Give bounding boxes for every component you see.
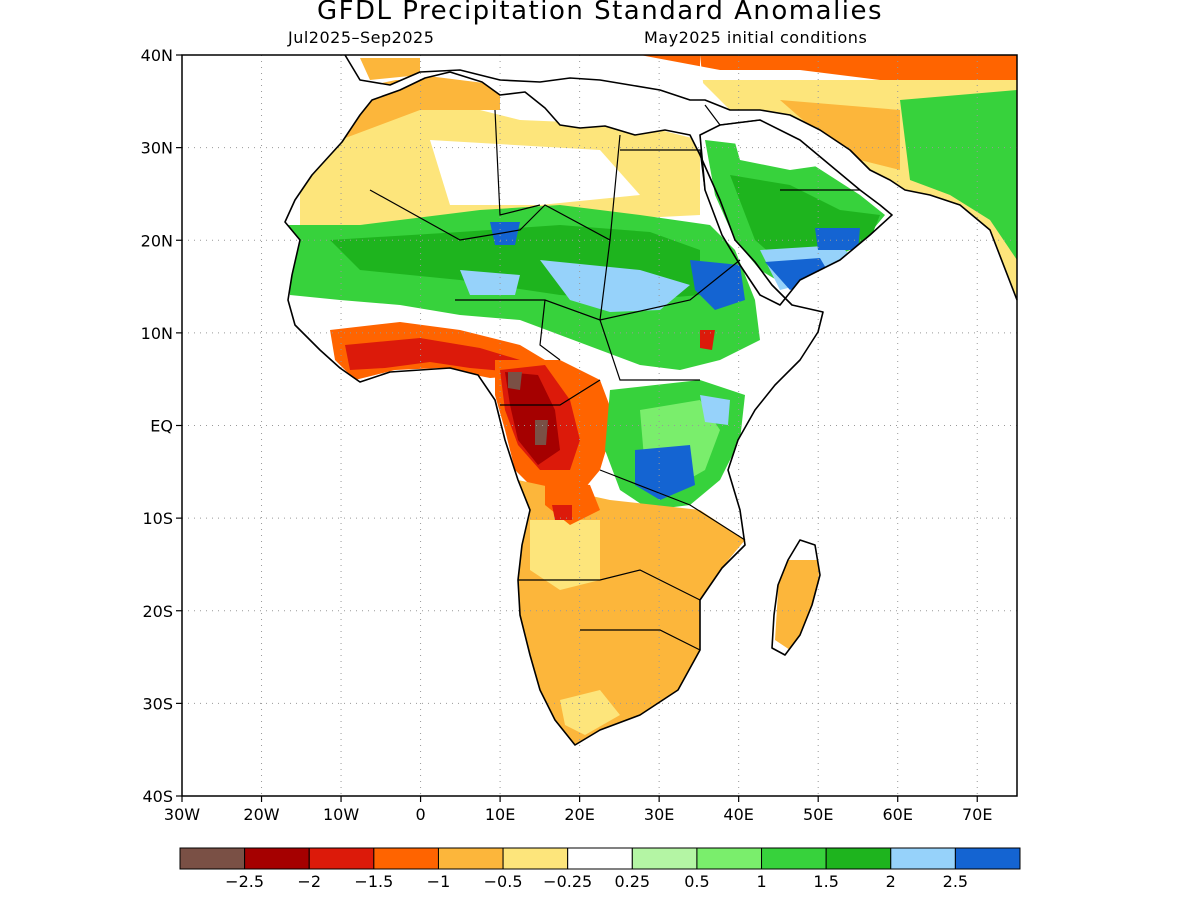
colorbar-swatch — [437, 847, 504, 870]
east-africa-wet — [635, 445, 695, 500]
colorbar — [179, 847, 1021, 870]
colorbar-swatch — [631, 847, 698, 870]
colorbar-swatch — [373, 847, 439, 870]
lat-tick-label: 20N — [141, 231, 173, 250]
gulf-of-guinea-dry — [345, 338, 520, 372]
colorbar-label: 0.5 — [684, 872, 709, 891]
colorbar-swatch — [761, 847, 827, 870]
lon-tick-label: 40E — [723, 805, 753, 824]
colorbar-swatch — [567, 847, 633, 870]
colorbar-labels: −2.5 −2 −1.5 −1 −0.5 −0.25 0.25 0.5 1 1.5 2 2.5 — [225, 872, 968, 891]
lon-tick-label: 60E — [882, 805, 912, 824]
lat-tick-label: 40S — [142, 787, 173, 806]
colorbar-label: −2.5 — [225, 872, 264, 891]
lon-tick-label: 70E — [962, 805, 992, 824]
colorbar-label: −1.5 — [354, 872, 393, 891]
colorbar-label: 1.5 — [813, 872, 838, 891]
lat-tick-label: 40N — [141, 46, 173, 65]
lon-tick-label: 10E — [485, 805, 515, 824]
longitude-axis: 30W 20W 10W 0 10E 20E 30E 40E 50E 60E 70E — [164, 796, 992, 824]
colorbar-swatch — [954, 847, 1021, 870]
lat-tick-label: EQ — [150, 417, 173, 436]
colorbar-swatch — [825, 847, 892, 870]
colorbar-swatch — [502, 847, 569, 870]
lon-tick-label: 30E — [644, 805, 674, 824]
lat-tick-label: 20S — [142, 602, 173, 621]
country-borders — [369, 104, 860, 651]
colorbar-label: −2 — [297, 872, 321, 891]
colorbar-swatch — [244, 847, 310, 870]
colorbar-swatch — [890, 847, 956, 870]
colorbar-swatch — [308, 847, 375, 870]
forecast-period: Jul2025–Sep2025 — [288, 28, 435, 47]
colorbar-label: 2 — [886, 872, 896, 891]
colorbar-label: −0.5 — [484, 872, 523, 891]
colorbar-swatch — [179, 847, 246, 870]
lat-tick-label: 30S — [142, 694, 173, 713]
initial-conditions: May2025 initial conditions — [644, 28, 868, 47]
lon-tick-label: 50E — [803, 805, 833, 824]
lat-tick-label: 10S — [142, 509, 173, 528]
lon-tick-label: 30W — [164, 805, 200, 824]
colorbar-label: −0.25 — [543, 872, 592, 891]
lon-tick-label: 20W — [243, 805, 279, 824]
colorbar-label: 0.25 — [614, 872, 650, 891]
lon-tick-label: 10W — [323, 805, 359, 824]
latitude-axis: 40N 30N 20N 10N EQ 10S 20S 30S 40S — [141, 46, 182, 806]
colorbar-label: −1 — [427, 872, 451, 891]
colorbar-swatch — [696, 847, 763, 870]
colorbar-label: 1 — [756, 872, 766, 891]
lon-tick-label: 20E — [564, 805, 594, 824]
lat-tick-label: 10N — [141, 324, 173, 343]
lon-tick-label: 0 — [415, 805, 425, 824]
coastlines — [284, 54, 1018, 746]
colorbar-label: 2.5 — [943, 872, 968, 891]
lat-tick-label: 30N — [141, 139, 173, 158]
map-title: GFDL Precipitation Standard Anomalies — [316, 0, 884, 26]
